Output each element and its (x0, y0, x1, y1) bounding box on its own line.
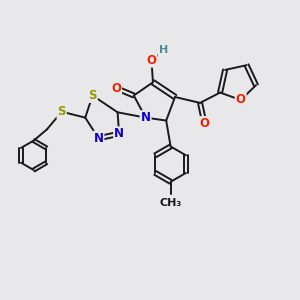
Text: N: N (114, 127, 124, 140)
Text: O: O (200, 117, 209, 130)
Text: S: S (88, 89, 97, 102)
Text: CH₃: CH₃ (160, 198, 182, 208)
Text: O: O (146, 54, 157, 67)
Text: N: N (141, 111, 151, 124)
Text: H: H (159, 46, 168, 56)
Text: O: O (111, 82, 121, 95)
Text: S: S (57, 105, 66, 118)
Text: N: N (94, 132, 103, 145)
Text: O: O (236, 93, 246, 106)
